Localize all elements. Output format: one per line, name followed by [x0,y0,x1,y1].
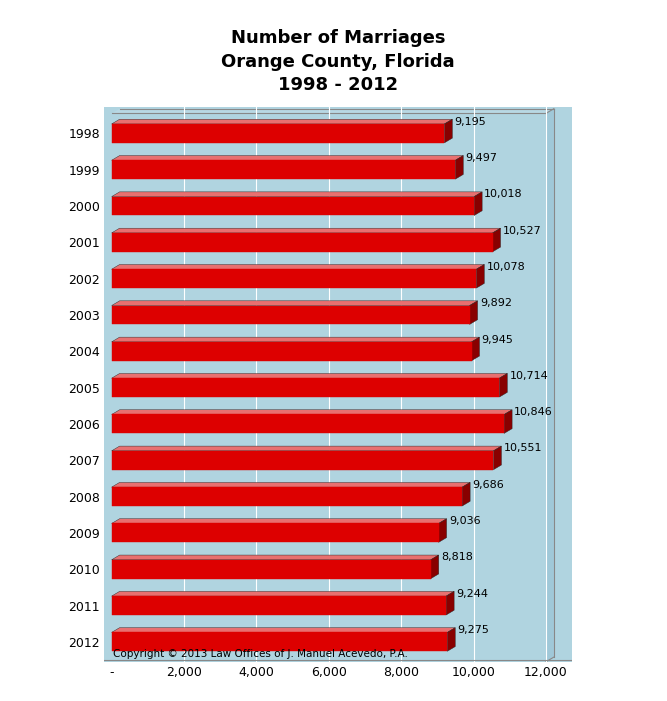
Polygon shape [111,109,554,114]
Polygon shape [111,156,464,161]
Polygon shape [500,374,508,397]
Polygon shape [111,192,482,196]
Polygon shape [111,337,480,342]
Bar [111,451,494,470]
Polygon shape [444,119,452,143]
Polygon shape [111,119,452,124]
Polygon shape [472,337,480,361]
Bar [111,161,456,179]
Bar [111,342,472,361]
Polygon shape [111,519,447,524]
Text: 10,714: 10,714 [510,371,548,381]
Title: Number of Marriages
Orange County, Florida
1998 - 2012: Number of Marriages Orange County, Flori… [221,29,455,94]
Text: 8,818: 8,818 [441,552,473,562]
Polygon shape [456,156,464,179]
Polygon shape [470,301,478,325]
Text: 9,497: 9,497 [466,153,498,163]
Text: 9,686: 9,686 [472,479,504,490]
Polygon shape [111,555,439,560]
Polygon shape [504,410,512,433]
Text: 10,846: 10,846 [514,407,553,417]
Polygon shape [111,627,456,632]
Polygon shape [111,592,454,596]
Polygon shape [546,109,554,662]
Polygon shape [431,555,439,578]
Polygon shape [111,229,500,233]
Polygon shape [111,264,484,269]
Bar [111,560,431,578]
Polygon shape [494,446,502,470]
Text: 9,275: 9,275 [458,625,490,635]
Polygon shape [111,374,508,378]
Polygon shape [111,446,502,451]
Text: 10,078: 10,078 [486,262,525,272]
Polygon shape [476,264,484,288]
Polygon shape [111,410,512,414]
Polygon shape [448,627,456,651]
Bar [111,378,500,397]
Bar [111,124,444,143]
Bar [111,233,493,252]
Polygon shape [493,229,500,252]
Text: Copyright © 2013 Law Offices of J. Manuel Acevedo, P.A.: Copyright © 2013 Law Offices of J. Manue… [113,649,408,659]
Polygon shape [111,301,478,306]
Bar [111,524,439,543]
Text: 10,018: 10,018 [484,189,523,199]
Bar [111,196,474,215]
Text: 9,945: 9,945 [482,334,514,344]
Bar [111,487,462,506]
Bar [111,306,470,325]
Text: 9,036: 9,036 [449,516,480,526]
Polygon shape [439,519,447,543]
Text: 9,195: 9,195 [454,116,486,127]
Bar [111,596,446,615]
Text: 9,244: 9,244 [456,589,488,599]
Polygon shape [111,482,470,487]
Polygon shape [462,482,470,506]
Polygon shape [446,592,454,615]
Bar [111,632,448,651]
Text: 10,551: 10,551 [504,444,542,454]
Text: 10,527: 10,527 [503,226,542,236]
Text: 9,892: 9,892 [480,298,512,308]
Bar [111,414,504,433]
Bar [111,269,476,288]
Polygon shape [474,192,482,215]
